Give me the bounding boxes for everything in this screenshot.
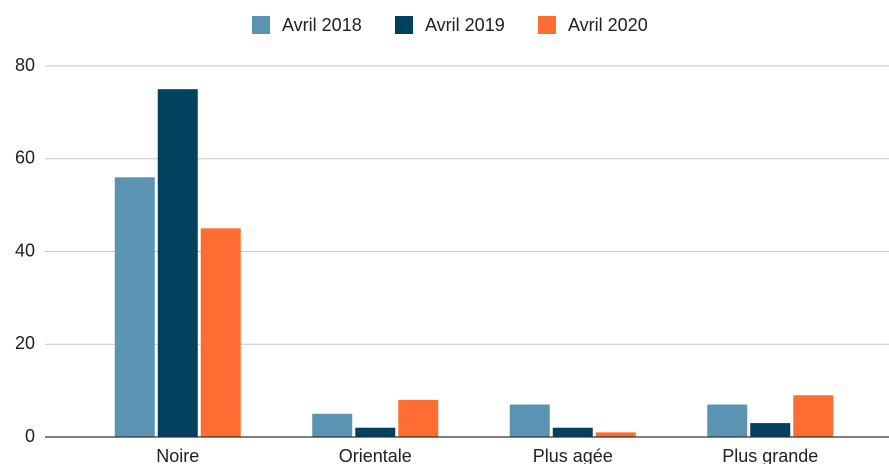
y-tick-label: 0 bbox=[25, 426, 35, 446]
y-tick-label: 40 bbox=[15, 240, 35, 260]
bar bbox=[355, 427, 396, 437]
x-tick-label: Noire bbox=[156, 446, 199, 464]
bar bbox=[707, 404, 748, 437]
bar bbox=[200, 228, 241, 437]
legend-label: Avril 2019 bbox=[425, 15, 505, 35]
y-tick-label: 20 bbox=[15, 333, 35, 353]
x-tick-label: Plus agée bbox=[533, 446, 613, 464]
legend-swatch bbox=[252, 16, 270, 34]
y-tick-label: 60 bbox=[15, 148, 35, 168]
bar bbox=[509, 404, 550, 437]
legend-label: Avril 2018 bbox=[282, 15, 362, 35]
bar bbox=[793, 395, 834, 437]
bar bbox=[114, 177, 155, 438]
x-tick-label: Plus grande bbox=[722, 446, 818, 464]
bar bbox=[157, 89, 198, 437]
x-tick-label: Orientale bbox=[339, 446, 412, 464]
legend-swatch bbox=[538, 16, 556, 34]
bar bbox=[312, 413, 353, 437]
bar bbox=[750, 423, 791, 437]
bar bbox=[552, 427, 593, 437]
legend-swatch bbox=[395, 16, 413, 34]
bar bbox=[595, 432, 636, 437]
y-tick-label: 80 bbox=[15, 55, 35, 75]
bar bbox=[398, 399, 439, 437]
legend-label: Avril 2020 bbox=[568, 15, 648, 35]
